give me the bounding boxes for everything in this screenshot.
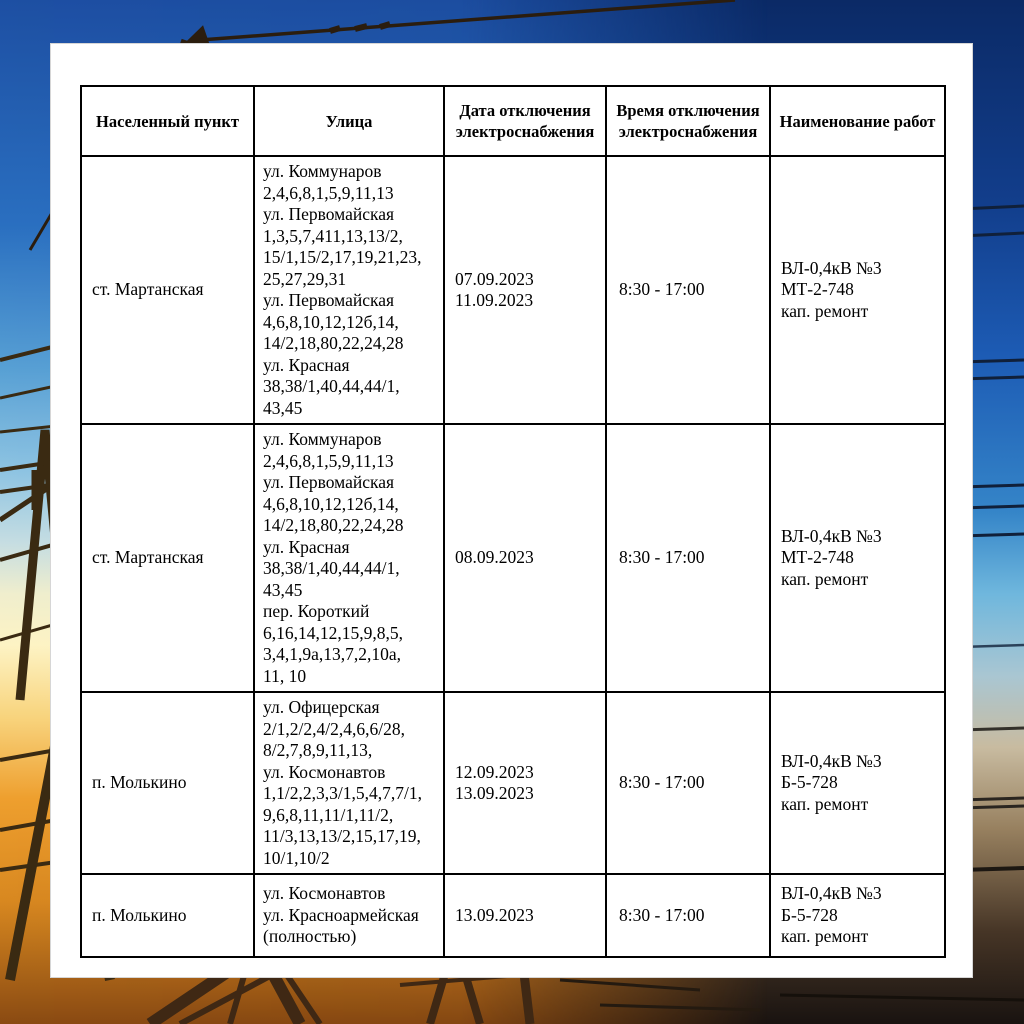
- time-cell: 8:30 - 17:00: [605, 423, 771, 693]
- works-cell: ВЛ-0,4кВ №3 МТ-2-748 кап. ремонт: [769, 155, 946, 425]
- header-settlement: Населенный пункт: [80, 85, 255, 157]
- header-outage-time: Время отключения электроснабжения: [605, 85, 771, 157]
- header-outage-date: Дата отключения электроснабжения: [443, 85, 607, 157]
- time-cell: 8:30 - 17:00: [605, 691, 771, 875]
- works-cell: ВЛ-0,4кВ №3 МТ-2-748 кап. ремонт: [769, 423, 946, 693]
- dates-cell: 08.09.2023: [443, 423, 607, 693]
- settlement-cell: ст. Мартанская: [80, 155, 255, 425]
- settlement-cell: п. Молькино: [80, 691, 255, 875]
- works-cell: ВЛ-0,4кВ №3 Б-5-728 кап. ремонт: [769, 873, 946, 958]
- dates-cell: 12.09.2023 13.09.2023: [443, 691, 607, 875]
- works-cell: ВЛ-0,4кВ №3 Б-5-728 кап. ремонт: [769, 691, 946, 875]
- dates-cell: 07.09.2023 11.09.2023: [443, 155, 607, 425]
- streets-cell: ул. Офицерская 2/1,2/2,4/2,4,6,6/28, 8/2…: [253, 691, 445, 875]
- content-card: Населенный пункт Улица Дата отключения э…: [50, 43, 973, 978]
- settlement-cell: ст. Мартанская: [80, 423, 255, 693]
- settlement-cell: п. Молькино: [80, 873, 255, 958]
- table-row: ст. Мартанская ул. Коммунаров 2,4,6,8,1,…: [80, 423, 946, 693]
- table-row: п. Молькино ул. Космонавтов ул. Красноар…: [80, 873, 946, 958]
- time-cell: 8:30 - 17:00: [605, 873, 771, 958]
- header-work-name: Наименование работ: [769, 85, 946, 157]
- streets-cell: ул. Коммунаров 2,4,6,8,1,5,9,11,13 ул. П…: [253, 423, 445, 693]
- table-row: ст. Мартанская ул. Коммунаров 2,4,6,8,1,…: [80, 155, 946, 425]
- dates-cell: 13.09.2023: [443, 873, 607, 958]
- outage-schedule-table: Населенный пункт Улица Дата отключения э…: [80, 85, 946, 958]
- time-cell: 8:30 - 17:00: [605, 155, 771, 425]
- streets-cell: ул. Коммунаров 2,4,6,8,1,5,9,11,13 ул. П…: [253, 155, 445, 425]
- table-header-row: Населенный пункт Улица Дата отключения э…: [80, 85, 946, 157]
- header-street: Улица: [253, 85, 445, 157]
- table-row: п. Молькино ул. Офицерская 2/1,2/2,4/2,4…: [80, 691, 946, 875]
- streets-cell: ул. Космонавтов ул. Красноармейская (пол…: [253, 873, 445, 958]
